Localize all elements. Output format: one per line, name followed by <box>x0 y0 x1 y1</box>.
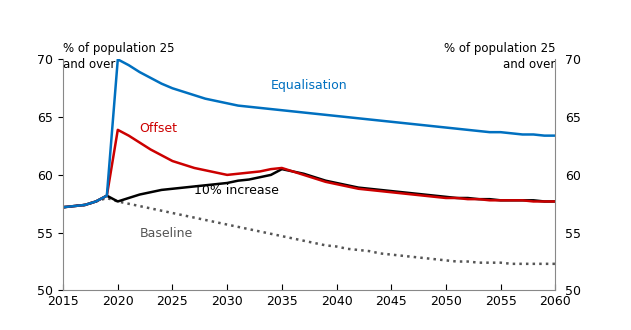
Text: 10% increase: 10% increase <box>194 184 280 197</box>
Text: Baseline: Baseline <box>139 227 193 240</box>
Text: and over: and over <box>63 58 115 71</box>
Text: % of population 25: % of population 25 <box>63 42 175 55</box>
Text: and over: and over <box>503 58 555 71</box>
Text: Equalisation: Equalisation <box>271 80 348 92</box>
Text: Offset: Offset <box>139 122 178 135</box>
Text: % of population 25: % of population 25 <box>444 42 555 55</box>
